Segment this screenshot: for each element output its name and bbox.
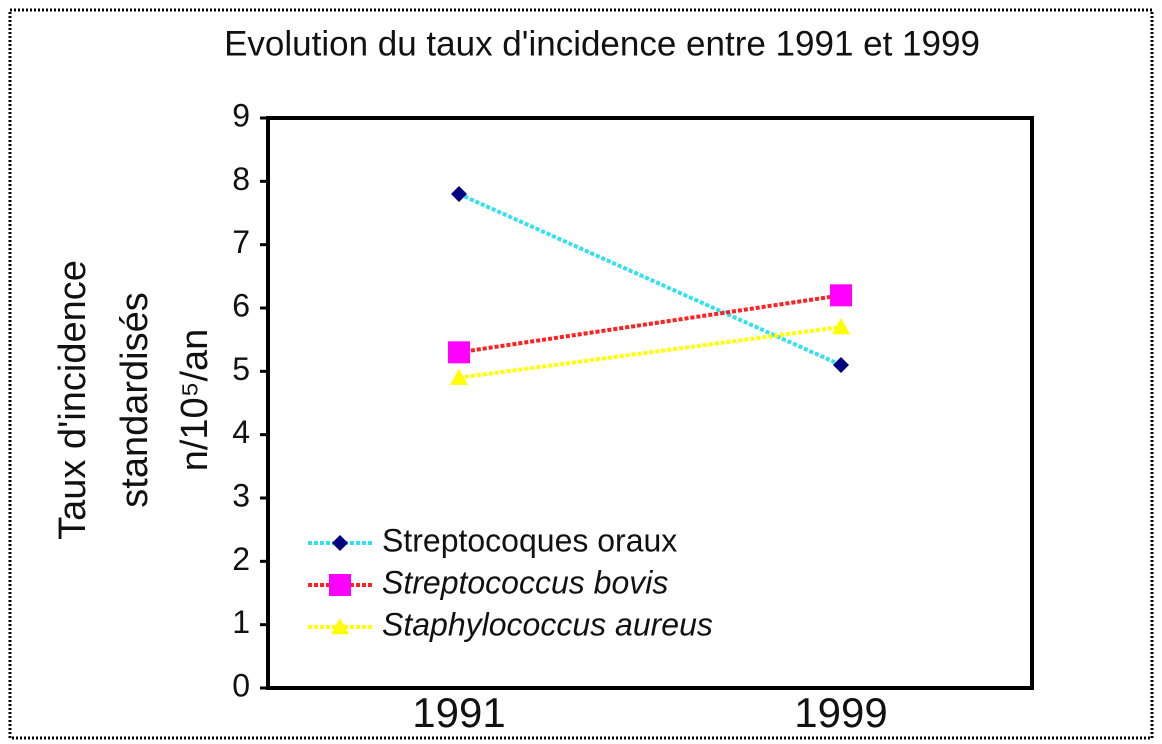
y-tick-label: 4 xyxy=(232,414,250,450)
plot-frame xyxy=(266,116,1034,690)
marker xyxy=(448,341,470,364)
y-tick-label: 3 xyxy=(232,477,250,513)
legend-label: Staphylococcus aureus xyxy=(382,606,713,642)
series-line xyxy=(458,192,842,367)
series-line xyxy=(458,293,842,355)
y-axis-label: Taux d'incidence xyxy=(52,260,94,540)
legend-label: Streptocoques oraux xyxy=(382,522,677,558)
y-tick-label: 7 xyxy=(232,224,250,260)
legend-marker xyxy=(332,535,348,551)
legend-label: Streptococcus bovis xyxy=(382,564,668,600)
legend-marker xyxy=(331,618,349,635)
y-axis-label: n/10⁵/an xyxy=(174,329,216,472)
marker xyxy=(833,357,849,373)
y-tick-label: 8 xyxy=(232,161,250,197)
page-border xyxy=(8,8,1154,740)
y-tick-label: 9 xyxy=(232,97,250,133)
y-tick-label: 5 xyxy=(232,351,250,387)
y-tick-label: 0 xyxy=(232,667,250,703)
marker xyxy=(450,368,468,385)
marker xyxy=(451,186,467,202)
marker xyxy=(830,284,852,307)
legend-marker xyxy=(329,574,351,596)
series-line xyxy=(458,325,842,380)
chart-title: Evolution du taux d'incidence entre 1991… xyxy=(224,24,980,63)
y-tick-label: 2 xyxy=(232,541,250,577)
x-tick-label: 1991 xyxy=(412,689,505,736)
y-tick-label: 6 xyxy=(232,287,250,323)
marker xyxy=(832,318,850,335)
x-tick-label: 1999 xyxy=(794,689,887,736)
y-tick-label: 1 xyxy=(232,604,250,640)
y-axis-label: standardisés xyxy=(114,292,156,507)
